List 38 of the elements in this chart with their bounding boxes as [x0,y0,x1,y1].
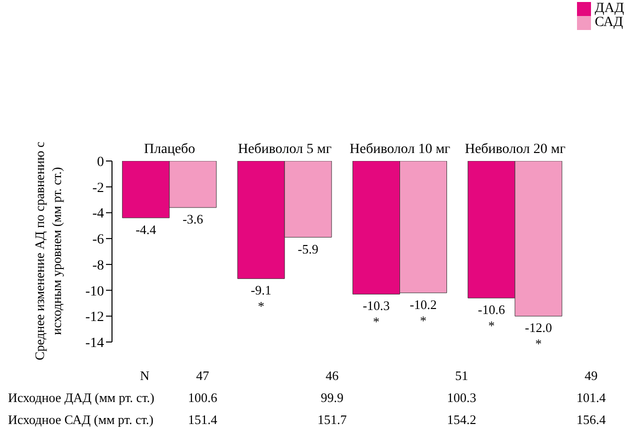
x-tick-label: Небиволол 20 мг [464,142,566,157]
y-tick-label: -6 [92,232,104,248]
text: N [140,368,150,384]
y-tick-label: -12 [85,310,104,326]
x-tick-label: Небиволол 5 мг [238,142,332,157]
data-label: -3.6 [182,212,204,227]
text: 156.4 [576,412,607,427]
text: Исходное САД (мм рт. ст.) [8,412,154,427]
y-tick-label: -2 [92,180,104,196]
data-label: -10.2 * [410,296,437,328]
x-tick-label: Небиволол 10 мг [350,142,451,157]
text: Исходное ДАД (мм рт. ст.) [8,390,154,406]
y-axis-title: Среднее изменение АД по сравнению с исходным уровнем (мм рт. ст.) [32,142,64,360]
legend-label: ДАД [594,1,624,16]
text: 99.9 [320,390,345,406]
y-tick-label: -10 [85,284,104,300]
text: 47 [195,368,210,384]
text: 100.6 [187,390,218,406]
y-tick-label: -4 [92,206,104,222]
y-tick-label: -14 [85,336,104,351]
data-label: -10.3 * [362,298,390,330]
legend-label: САД [594,15,624,30]
x-tick-label: Плацебо [144,142,196,157]
text: 151.4 [187,412,218,427]
data-label: -12.0 * [524,320,552,352]
data-label: -4.4 [136,222,157,237]
text: 154.2 [446,412,478,427]
text: 46 [324,368,340,384]
text: 51 [454,368,470,384]
y-tick-label: 0 [97,154,104,170]
text: 49 [584,368,599,384]
data-label: -5.9 [298,241,318,256]
y-tick-label: -8 [92,258,104,274]
text: 101.4 [576,390,607,406]
text: 151.7 [316,412,348,427]
data-label: -9.1 * [250,282,272,314]
text: 100.3 [446,390,478,406]
data-label: -10.6 * [478,302,506,334]
